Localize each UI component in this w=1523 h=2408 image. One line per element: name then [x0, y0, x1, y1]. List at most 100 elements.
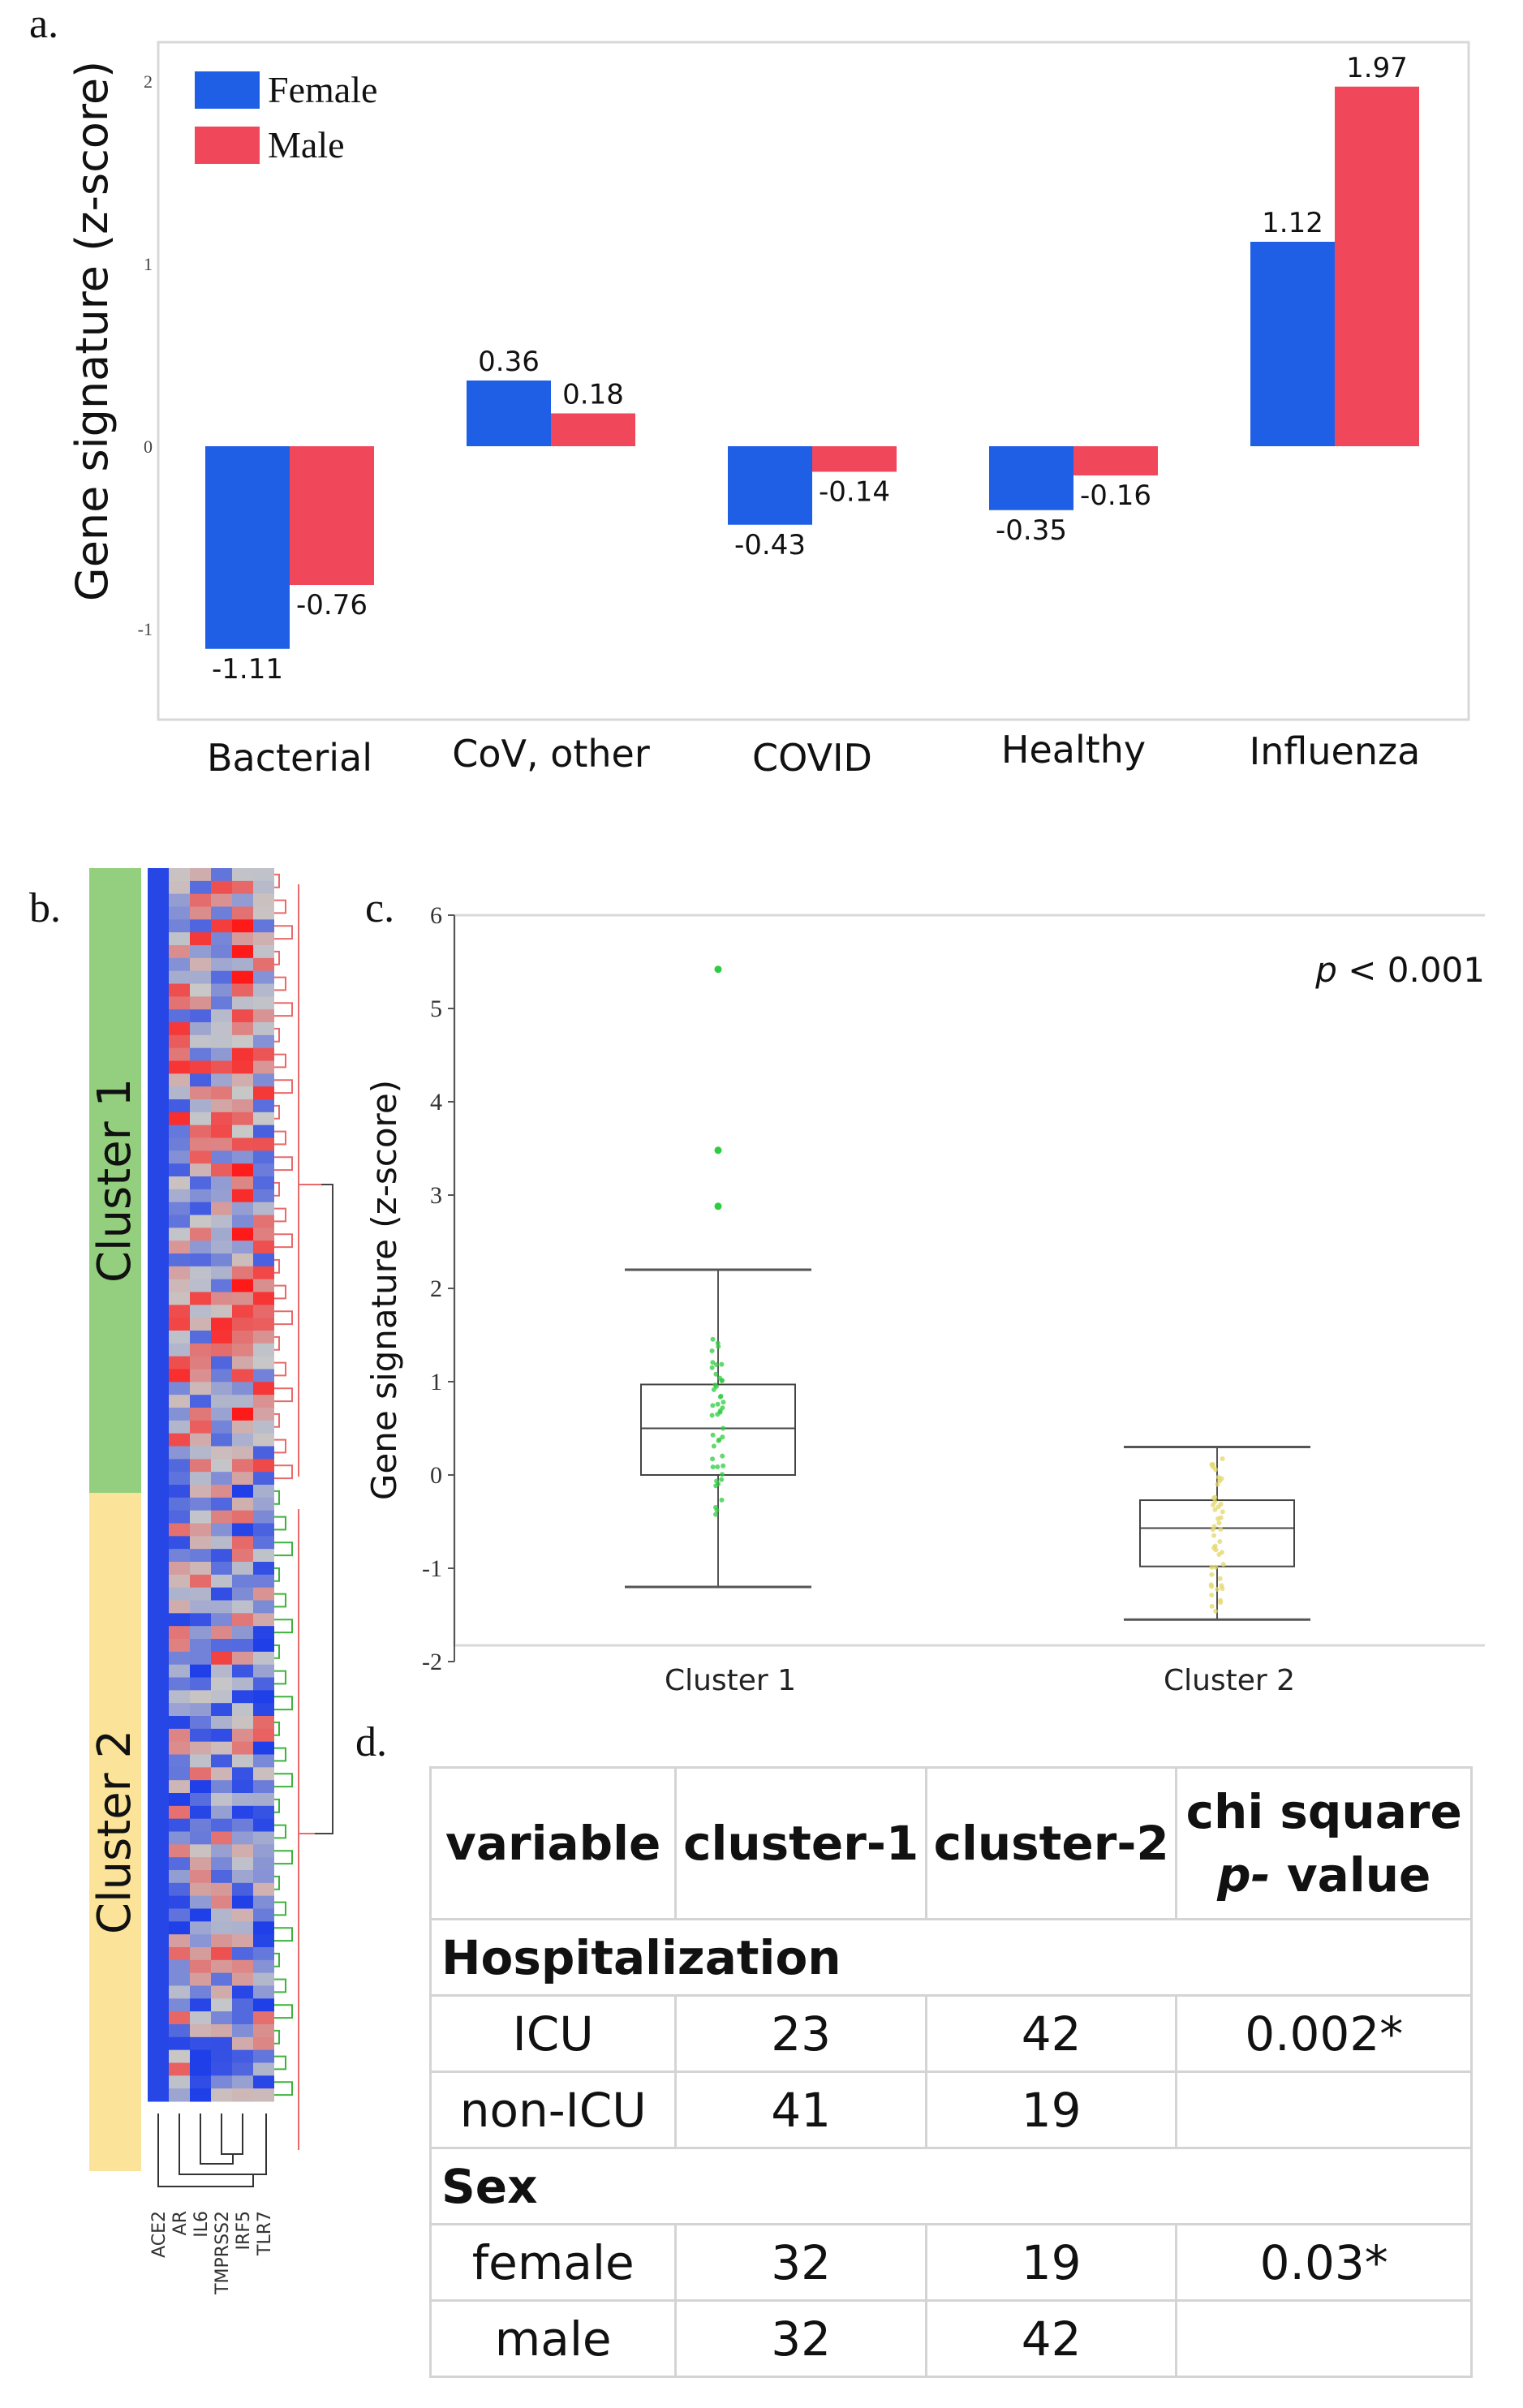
heatmap-cell	[211, 1305, 232, 1318]
heatmap-cell	[232, 1882, 253, 1897]
heatmap-cell	[211, 1433, 232, 1447]
heatmap-cell	[190, 1497, 211, 1511]
heatmap-cell	[211, 1716, 232, 1730]
heatmap-cell	[190, 2062, 211, 2076]
heatmap-cell	[211, 1574, 232, 1589]
row-dendrogram-branch	[274, 1619, 293, 1634]
heatmap-cell	[232, 1793, 253, 1807]
heatmap-cell	[190, 1562, 211, 1576]
heatmap-cell	[190, 1408, 211, 1421]
heatmap-cell	[253, 2036, 274, 2051]
heatmap-cell	[253, 1356, 274, 1370]
data-point	[1212, 1494, 1218, 1500]
heatmap-cell	[190, 1639, 211, 1653]
heatmap-cell	[169, 1677, 190, 1691]
data-point	[1211, 1502, 1216, 1507]
heatmap-cell	[211, 1703, 232, 1717]
heatmap-cell	[211, 1562, 232, 1576]
heatmap-cell	[190, 1677, 211, 1691]
gene-label: AR	[170, 2211, 191, 2235]
heatmap-cell	[232, 996, 253, 1010]
heatmap-cell	[190, 1176, 211, 1190]
panel-label-b: b.	[29, 885, 61, 931]
heatmap-cell	[253, 1908, 274, 1922]
heatmap-cell	[253, 1305, 274, 1318]
heatmap-cell	[169, 1343, 190, 1357]
data-point	[719, 1497, 725, 1503]
panel-label-a: a.	[29, 1, 59, 47]
heatmap-cell	[148, 1395, 169, 1408]
y-tick-label: -1	[422, 1555, 442, 1582]
heatmap-cell	[232, 1818, 253, 1832]
heatmap-cell	[211, 1793, 232, 1807]
heatmap-cell	[211, 1420, 232, 1434]
data-label: -0.16	[1080, 479, 1151, 512]
heatmap-cell	[190, 1703, 211, 1717]
data-point	[709, 1413, 715, 1418]
heatmap-cell	[148, 1831, 169, 1845]
cluster-1-value: 23	[674, 1994, 927, 2073]
y-tick-label: 4	[430, 1089, 442, 1116]
data-point	[713, 1371, 719, 1377]
heatmap-cell	[211, 1408, 232, 1421]
heatmap-cell	[232, 1921, 253, 1935]
heatmap-cell	[232, 1047, 253, 1061]
heatmap-cell	[190, 1857, 211, 1871]
row-dendrogram-branch	[274, 1824, 286, 1839]
heatmap-cell	[211, 1651, 232, 1666]
heatmap-cell	[253, 2049, 274, 2063]
heatmap-cell	[169, 1549, 190, 1563]
category-label: COVID	[752, 736, 872, 780]
heatmap-cell	[148, 1047, 169, 1061]
heatmap-cell	[148, 1626, 169, 1640]
heatmap-cell	[169, 1587, 190, 1601]
heatmap-cell	[148, 1728, 169, 1743]
data-label: -0.35	[996, 514, 1067, 547]
data-point	[1211, 1464, 1216, 1470]
heatmap-cell	[232, 1446, 253, 1460]
heatmap-cell	[148, 2062, 169, 2076]
heatmap-cell	[190, 1241, 211, 1254]
y-tick-label: -1	[138, 619, 153, 639]
cluster-2-value: 42	[924, 1994, 1178, 2073]
heatmap-cell	[232, 1536, 253, 1550]
heatmap-cell	[190, 1728, 211, 1743]
heatmap-cell	[169, 1279, 190, 1292]
heatmap-cell	[169, 1895, 190, 1909]
heatmap-cell	[211, 1523, 232, 1537]
heatmap-cell	[253, 906, 274, 920]
heatmap-cell	[148, 1318, 169, 1331]
data-point	[1216, 1520, 1222, 1526]
heatmap-cell	[169, 1215, 190, 1228]
heatmap-cell	[211, 1331, 232, 1344]
data-point	[710, 1464, 716, 1470]
heatmap-cell	[253, 1947, 274, 1961]
heatmap-cell	[232, 1356, 253, 1370]
heatmap-cell	[232, 932, 253, 946]
heatmap-cell	[148, 1215, 169, 1228]
heatmap-cell	[232, 1408, 253, 1421]
heatmap-cell	[211, 1818, 232, 1832]
heatmap-cell	[190, 957, 211, 972]
heatmap-cell	[169, 1137, 190, 1151]
heatmap-cell	[148, 2011, 169, 2025]
heatmap-cell	[253, 1472, 274, 1486]
heatmap-cell	[190, 893, 211, 907]
heatmap-cell	[253, 1047, 274, 1061]
heatmap-cell	[190, 1009, 211, 1023]
heatmap-cell	[253, 932, 274, 946]
heatmap-cell	[148, 1703, 169, 1717]
heatmap-cell	[253, 1613, 274, 1627]
heatmap-cell	[148, 1228, 169, 1241]
heatmap-cell	[148, 1895, 169, 1909]
panel-label-c: c.	[365, 885, 395, 931]
heatmap-cell	[148, 1202, 169, 1215]
data-point	[1210, 1527, 1215, 1533]
heatmap-cell	[148, 1356, 169, 1370]
heatmap-cell	[232, 2062, 253, 2076]
heatmap-cell	[253, 1703, 274, 1717]
heatmap-cell	[232, 893, 253, 907]
heatmap-cell	[148, 1253, 169, 1267]
heatmap-cell	[211, 1124, 232, 1138]
y-tick-label: 0	[430, 1462, 442, 1489]
